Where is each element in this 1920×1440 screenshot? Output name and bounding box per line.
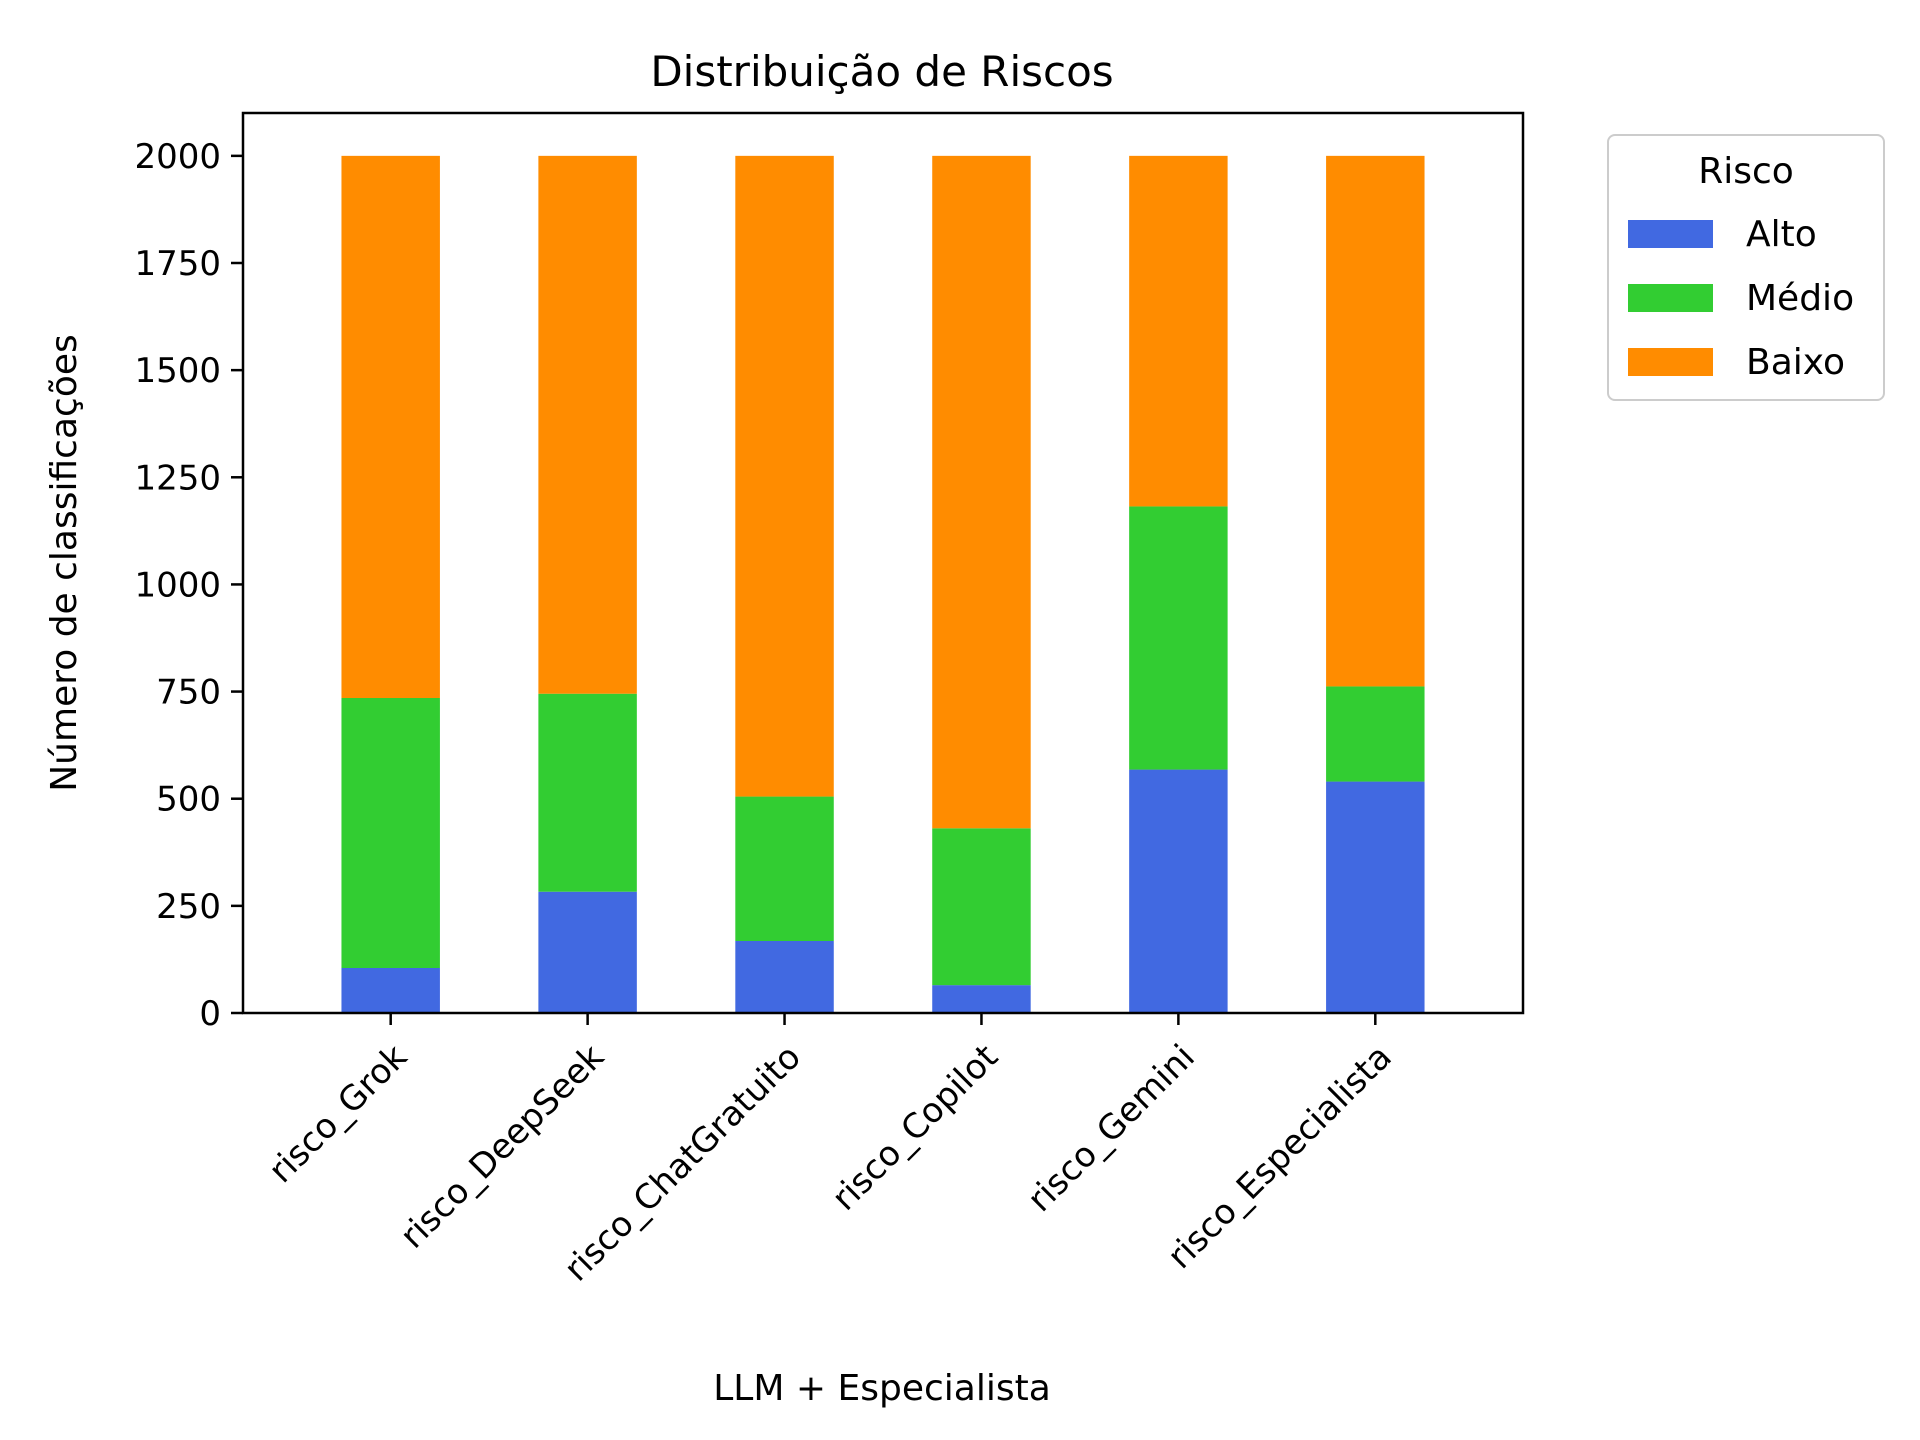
- chart-title: Distribuição de Riscos: [650, 47, 1113, 96]
- bar-risco_DeepSeek-baixo: [538, 155, 637, 694]
- bar-risco_Copilot-médio: [932, 828, 1031, 986]
- bar-risco_ChatGratuito-médio: [735, 796, 834, 941]
- x-tick-label: risco_DeepSeek: [393, 1037, 613, 1257]
- x-axis: risco_Grokrisco_DeepSeekrisco_ChatGratui…: [261, 1013, 1400, 1289]
- bar-risco_Especialista-baixo: [1326, 155, 1425, 687]
- bar-risco_ChatGratuito-alto: [735, 941, 834, 1013]
- legend-label-alto: Alto: [1746, 214, 1817, 255]
- bar-risco_Gemini-baixo: [1129, 155, 1228, 507]
- bar-risco_Copilot-baixo: [932, 155, 1031, 829]
- y-tick-label: 250: [156, 887, 221, 927]
- bar-risco_Grok-alto: [341, 968, 440, 1013]
- bar-risco_DeepSeek-médio: [538, 693, 637, 892]
- bar-risco_Gemini-alto: [1129, 769, 1228, 1013]
- legend-label-baixo: Baixo: [1746, 342, 1845, 383]
- x-tick-label: risco_Grok: [261, 1037, 415, 1191]
- legend-frame: [1607, 134, 1885, 401]
- y-tick-label: 0: [199, 994, 221, 1034]
- bar-risco_Copilot-alto: [932, 985, 1031, 1013]
- y-axis-label: Número de classificações: [44, 334, 85, 792]
- legend: Risco Alto Médio Baixo: [1607, 134, 1885, 401]
- y-tick-label: 1750: [134, 244, 221, 284]
- legend-swatch-alto: [1628, 220, 1713, 248]
- bar-risco_Gemini-médio: [1129, 506, 1228, 770]
- x-tick-label: risco_Gemini: [1020, 1037, 1203, 1220]
- bar-risco_DeepSeek-alto: [538, 891, 637, 1013]
- y-tick-label: 1000: [134, 565, 221, 605]
- y-tick-label: 1500: [134, 351, 221, 391]
- bar-risco_Especialista-alto: [1326, 781, 1425, 1013]
- legend-swatch-médio: [1628, 284, 1713, 312]
- x-tick-label: risco_Copilot: [824, 1037, 1006, 1219]
- y-tick-label: 750: [156, 673, 221, 713]
- bar-risco_Grok-baixo: [341, 155, 440, 699]
- bar-risco_ChatGratuito-baixo: [735, 155, 834, 797]
- legend-title: Risco: [1698, 151, 1794, 192]
- legend-items: Alto Médio Baixo: [1628, 214, 1854, 383]
- legend-swatch-baixo: [1628, 348, 1713, 376]
- x-tick-label: risco_Especialista: [1160, 1037, 1400, 1277]
- y-tick-label: 500: [156, 780, 221, 820]
- bar-risco_Grok-médio: [341, 698, 440, 968]
- y-tick-label: 2000: [134, 137, 221, 177]
- bars-group: [341, 155, 1425, 1013]
- x-axis-label: LLM + Especialista: [713, 1368, 1051, 1409]
- bar-risco_Especialista-médio: [1326, 686, 1425, 782]
- y-tick-label: 1250: [134, 458, 221, 498]
- legend-label-médio: Médio: [1746, 278, 1854, 319]
- y-axis: 0 250 500 750 1000 1250 1500 1750 2000: [134, 137, 243, 1034]
- plot-frame: [241, 111, 1525, 1015]
